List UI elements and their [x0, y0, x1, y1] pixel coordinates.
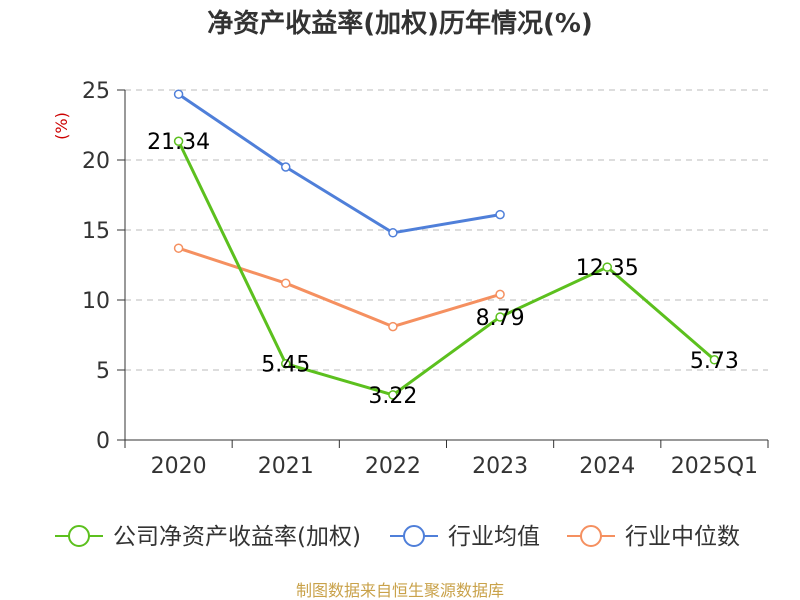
series-0-point-4	[602, 262, 612, 272]
x-tick-label-2024: 2024	[579, 454, 635, 479]
data-label-1: 5.45	[261, 353, 310, 378]
series-0-point-5	[709, 355, 720, 365]
y-tick-label-25: 25	[82, 79, 110, 104]
series-group	[173, 89, 720, 400]
series-line-2	[178, 246, 501, 329]
y-tick-label-5: 5	[96, 359, 110, 384]
legend-label-2: 行业中位数	[625, 524, 740, 550]
series-0-point-1	[281, 358, 291, 369]
chart-title: 净资产收益率(加权)历年情况(%)	[207, 8, 593, 39]
series-line-1	[177, 92, 501, 235]
y-tick-label-15: 15	[82, 219, 110, 244]
data-label-2: 3.22	[368, 384, 417, 409]
legend-label-1: 行业均值	[448, 524, 540, 550]
series-1-point-1	[281, 162, 291, 172]
series-line-0	[177, 140, 716, 397]
y-tick-label-20: 20	[82, 149, 110, 174]
y-axis-label: (%)	[52, 112, 71, 140]
axes: 0 5 10 15 20 25 2020 2021 2022 2023 2024 2025Q1	[82, 79, 769, 479]
series-1-point-2	[388, 228, 398, 238]
legend-marker-2	[580, 525, 602, 547]
legend: 公司净资产收益率(加权) 行业均值 行业中位数	[55, 524, 740, 550]
series-1-point-3	[495, 209, 505, 220]
source-note: 制图数据来自恒生聚源数据库	[296, 581, 504, 600]
data-labels: 21.34 5.45 3.22 8.79 12.35 5.73	[147, 130, 739, 409]
x-tick-label-2022: 2022	[365, 454, 421, 479]
x-tick-label-2025Q1: 2025Q1	[671, 454, 758, 479]
x-tick-label-2021: 2021	[258, 454, 314, 479]
data-label-5: 5.73	[690, 349, 739, 374]
data-label-0: 21.34	[147, 130, 210, 155]
series-2-point-3	[495, 289, 505, 300]
series-0-point-0	[173, 136, 184, 146]
x-tick-label-2023: 2023	[472, 454, 528, 479]
legend-marker-1	[403, 525, 425, 547]
data-label-3: 8.79	[476, 306, 525, 331]
series-2-point-1	[281, 278, 291, 288]
series-0-point-3	[495, 312, 505, 322]
legend-label-0: 公司净资产收益率(加权)	[113, 524, 361, 550]
series-2-point-2	[388, 321, 398, 332]
legend-marker-0	[68, 525, 90, 547]
series-1-point-0	[173, 89, 184, 99]
series-2-point-0	[173, 243, 184, 253]
grid-lines	[125, 89, 768, 371]
x-tick-label-2020: 2020	[151, 454, 207, 479]
series-0-point-2	[388, 390, 398, 400]
y-tick-label-0: 0	[96, 429, 110, 454]
data-label-4: 12.35	[576, 256, 639, 281]
y-tick-label-10: 10	[82, 289, 110, 314]
